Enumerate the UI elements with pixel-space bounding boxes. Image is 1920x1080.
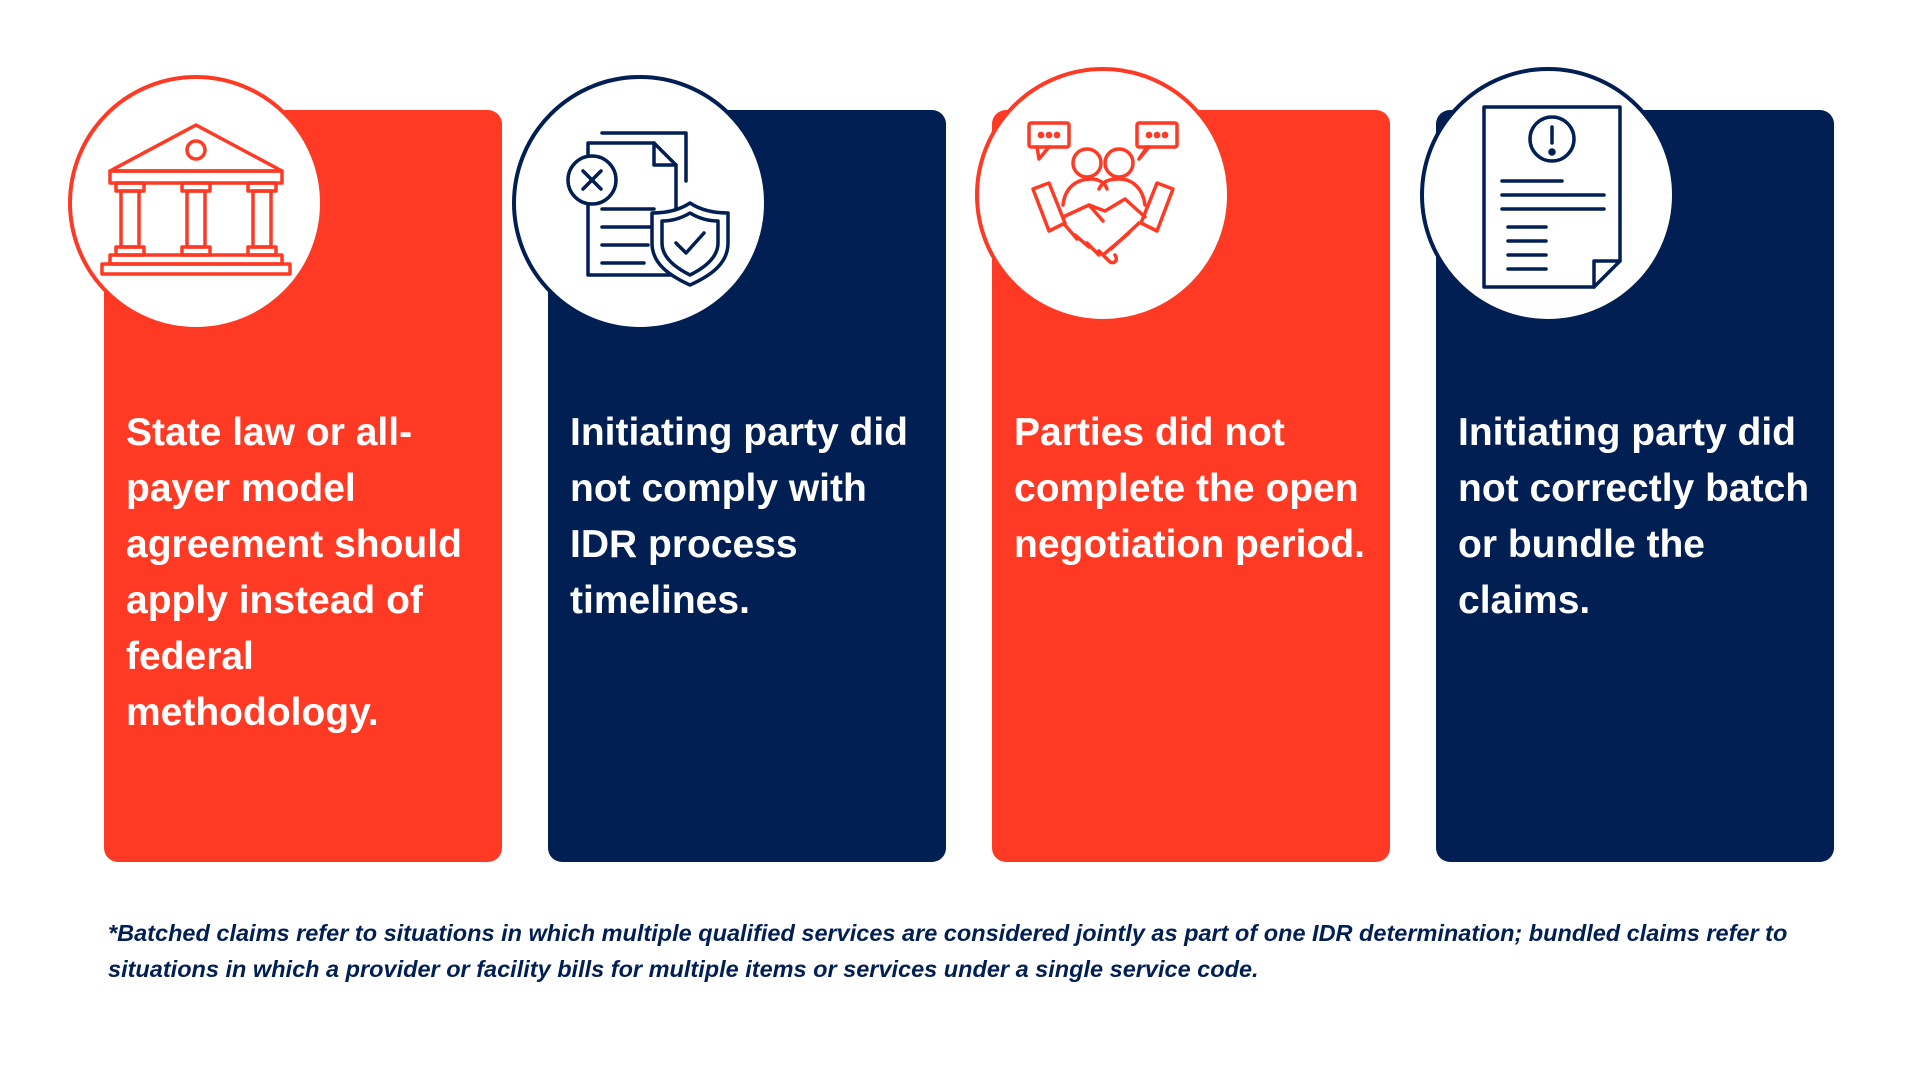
card-text: Parties did not complete the open negoti…: [1014, 411, 1365, 566]
document-shield-icon: [512, 75, 768, 331]
document-alert-icon: [1420, 67, 1676, 323]
card-text: State law or all-payer model agreement s…: [126, 411, 462, 734]
courthouse-icon: [68, 75, 324, 331]
card-text: Initiating party did not correctly batch…: [1458, 411, 1810, 622]
card-text: Initiating party did not comply with IDR…: [570, 411, 908, 622]
handshake-negotiation-icon: [975, 67, 1231, 323]
footnote: *Batched claims refer to situations in w…: [108, 920, 1788, 982]
